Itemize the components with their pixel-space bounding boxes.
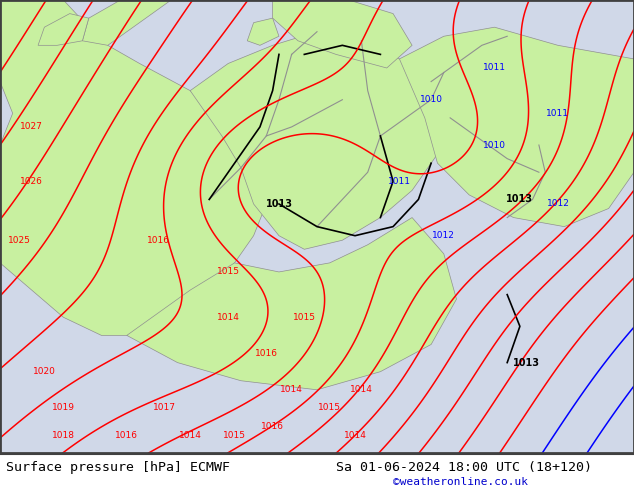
- Text: 1010: 1010: [420, 95, 443, 104]
- Polygon shape: [0, 453, 634, 490]
- Text: 1017: 1017: [153, 403, 176, 413]
- Text: 1010: 1010: [483, 141, 506, 149]
- Text: 1027: 1027: [20, 122, 43, 131]
- Text: 1014: 1014: [344, 431, 366, 440]
- Text: 1015: 1015: [223, 431, 246, 440]
- Text: 1016: 1016: [255, 349, 278, 358]
- Text: 1015: 1015: [217, 268, 240, 276]
- Text: 1012: 1012: [547, 199, 569, 208]
- Text: Surface pressure [hPa] ECMWF: Surface pressure [hPa] ECMWF: [6, 461, 230, 474]
- Point: [0, 449, 5, 457]
- Point: [0, 449, 5, 457]
- Text: 1014: 1014: [350, 385, 373, 394]
- Polygon shape: [82, 0, 171, 46]
- Point: [0, 449, 5, 457]
- Text: 1019: 1019: [52, 403, 75, 413]
- Point: [0, 449, 5, 457]
- Point: [0, 449, 5, 457]
- Text: 1013: 1013: [266, 199, 292, 209]
- Point: [0, 449, 5, 457]
- Polygon shape: [0, 0, 634, 453]
- Polygon shape: [127, 218, 456, 390]
- Text: 1016: 1016: [261, 421, 284, 431]
- Polygon shape: [0, 0, 266, 335]
- Polygon shape: [247, 18, 279, 46]
- Point: [0, 449, 5, 457]
- Text: 1025: 1025: [8, 236, 30, 245]
- Point: [0, 449, 5, 457]
- Text: 1015: 1015: [293, 313, 316, 322]
- Text: 1013: 1013: [513, 358, 540, 368]
- Text: 1018: 1018: [52, 431, 75, 440]
- Text: Sa 01-06-2024 18:00 UTC (18+120): Sa 01-06-2024 18:00 UTC (18+120): [336, 461, 592, 474]
- Point: [0, 449, 5, 457]
- Text: 1011: 1011: [388, 177, 411, 186]
- Point: [0, 449, 5, 457]
- Text: 1015: 1015: [318, 403, 341, 413]
- Text: 1016: 1016: [115, 431, 138, 440]
- Point: [0, 449, 5, 457]
- Text: 1011: 1011: [547, 109, 569, 118]
- Text: 1014: 1014: [179, 431, 202, 440]
- Text: 1012: 1012: [432, 231, 455, 240]
- Text: 1014: 1014: [280, 385, 303, 394]
- Point: [0, 449, 5, 457]
- Point: [0, 449, 5, 457]
- Point: [0, 449, 5, 457]
- Polygon shape: [399, 27, 634, 226]
- Text: ©weatheronline.co.uk: ©weatheronline.co.uk: [393, 477, 528, 487]
- Text: 1014: 1014: [217, 313, 240, 322]
- Polygon shape: [273, 0, 412, 68]
- Point: [0, 449, 5, 457]
- Text: 1020: 1020: [33, 367, 56, 376]
- Text: 1016: 1016: [147, 236, 170, 245]
- Polygon shape: [190, 32, 450, 249]
- Text: 1013: 1013: [507, 195, 533, 204]
- Text: 1026: 1026: [20, 177, 43, 186]
- Point: [0, 449, 5, 457]
- Text: 1011: 1011: [483, 64, 506, 73]
- Point: [0, 449, 5, 457]
- Point: [0, 449, 5, 457]
- Polygon shape: [38, 14, 89, 46]
